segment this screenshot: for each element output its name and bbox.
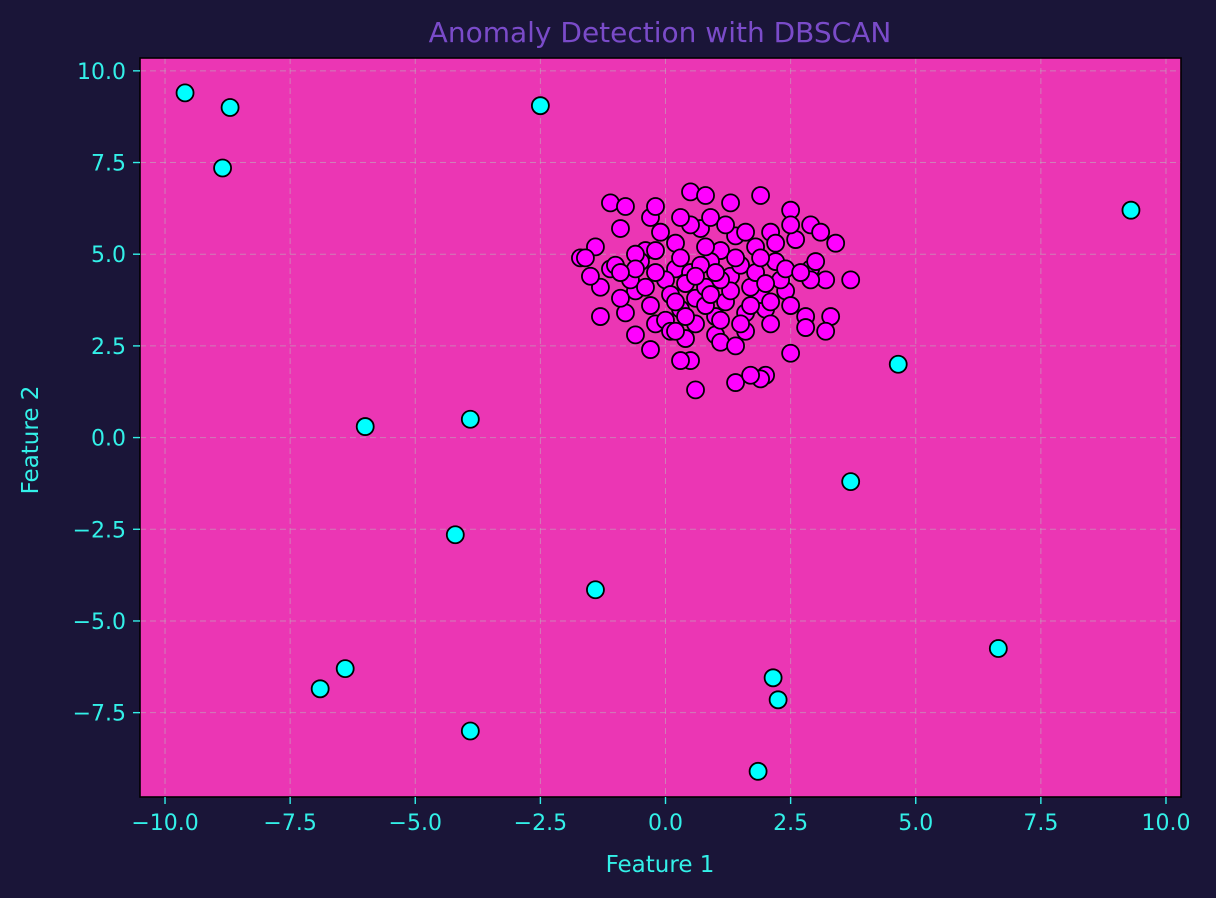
cluster-point: [611, 263, 630, 282]
anomaly-point: [888, 354, 908, 374]
cluster-point: [641, 340, 660, 359]
axis-ticks: −10.0 −7.5 −5.0 −2.5 0.0 2.5 5.0 7.5 10.0 −7.5 −5.…: [73, 60, 1191, 836]
plot-frame: [139, 57, 1182, 798]
anomaly-points: [175, 83, 1141, 781]
anomaly-point: [355, 417, 375, 436]
anomaly-point: [1121, 200, 1141, 220]
cluster-point: [726, 336, 745, 356]
y-tick-label: 5.0: [91, 243, 126, 268]
anomaly-point: [586, 580, 605, 600]
cluster-point: [666, 321, 685, 341]
cluster-point: [616, 197, 635, 216]
x-tick-label: 2.5: [773, 811, 808, 836]
anomaly-point: [213, 158, 232, 178]
cluster-point: [641, 296, 660, 315]
anomaly-point: [460, 721, 480, 741]
anomaly-point: [748, 761, 768, 781]
cluster-point: [581, 266, 600, 286]
cluster-point: [781, 215, 801, 235]
anomaly-point: [445, 525, 465, 545]
cluster-point: [591, 307, 610, 326]
cluster-point: [611, 288, 630, 308]
anomaly-point: [310, 679, 330, 699]
x-axis-label: Feature 1: [606, 852, 715, 878]
anomaly-point: [768, 690, 788, 710]
x-tick-label: 7.5: [1023, 811, 1058, 836]
cluster-point: [796, 318, 816, 337]
cluster-point: [646, 197, 665, 216]
cluster-point: [706, 263, 725, 282]
cluster-point: [671, 248, 690, 268]
cluster-point: [741, 365, 760, 385]
cluster-point: [636, 277, 655, 297]
x-tick-label: −2.5: [514, 811, 567, 836]
x-tick-label: −7.5: [263, 811, 316, 836]
cluster-point: [646, 241, 665, 260]
cluster-point: [766, 233, 786, 253]
cluster-point: [576, 248, 595, 268]
cluster-point: [686, 380, 705, 400]
cluster-point: [701, 285, 720, 304]
cluster-point: [806, 252, 826, 271]
anomaly-point: [988, 639, 1008, 658]
cluster-point: [696, 186, 715, 205]
y-tick-label: −2.5: [73, 518, 126, 543]
cluster-point: [626, 325, 645, 345]
cluster-point: [701, 208, 720, 227]
cluster-point: [761, 292, 781, 312]
cluster-point: [751, 248, 770, 268]
cluster-point: [611, 219, 630, 238]
cluster-point: [716, 215, 735, 235]
x-tick-label: 0.0: [648, 811, 683, 836]
anomaly-point: [841, 472, 861, 491]
cluster-point: [696, 237, 715, 257]
x-tick-label: 10.0: [1141, 811, 1190, 836]
cluster-point: [671, 351, 690, 370]
cluster-point: [751, 186, 770, 205]
cluster-point: [686, 266, 705, 286]
cluster-point: [676, 307, 695, 326]
cluster-point: [646, 263, 665, 282]
cluster-point: [791, 263, 811, 282]
cluster-point: [736, 222, 755, 242]
cluster-point: [841, 270, 861, 290]
y-tick-label: −7.5: [73, 702, 126, 727]
x-tick-label: −5.0: [389, 811, 442, 836]
y-tick-label: 2.5: [91, 335, 126, 360]
cluster-points: [571, 182, 861, 400]
cluster-point: [726, 373, 745, 392]
cluster-point: [671, 208, 690, 227]
anomaly-point: [460, 409, 480, 429]
anomaly-point: [175, 83, 195, 103]
plot-area: [140, 58, 1181, 797]
cluster-point: [726, 248, 745, 268]
cluster-point: [781, 343, 801, 363]
anomaly-point: [530, 96, 550, 116]
cluster-point: [721, 193, 740, 213]
cluster-point: [666, 292, 685, 312]
y-tick-label: 0.0: [91, 427, 126, 452]
cluster-point: [811, 222, 831, 242]
y-tick-label: 7.5: [91, 152, 126, 177]
cluster-point: [761, 314, 781, 334]
anomaly-point: [220, 98, 240, 117]
y-axis-label: Feature 2: [18, 386, 44, 495]
x-tick-label: 5.0: [898, 811, 933, 836]
chart-title: Anomaly Detection with DBSCAN: [429, 16, 892, 49]
anomaly-point: [763, 668, 783, 688]
anomaly-point: [335, 659, 355, 679]
y-tick-label: 10.0: [77, 60, 126, 85]
cluster-point: [756, 274, 776, 293]
x-tick-label: −10.0: [131, 811, 198, 836]
cluster-point: [711, 310, 730, 330]
cluster-point: [816, 321, 836, 341]
cluster-point: [826, 233, 846, 253]
cluster-point: [741, 296, 760, 315]
cluster-point: [781, 296, 801, 315]
y-tick-label: −5.0: [73, 610, 126, 635]
cluster-point: [731, 314, 750, 334]
cluster-point: [651, 222, 670, 242]
